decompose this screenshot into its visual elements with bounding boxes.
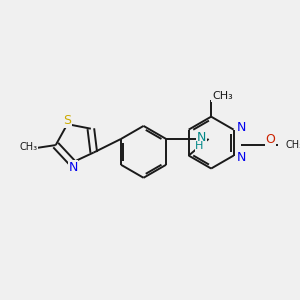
Text: O: O [266,133,275,146]
Text: CH₃: CH₃ [212,91,232,101]
Text: S: S [63,114,71,127]
Text: N: N [196,131,206,145]
Text: N: N [236,151,246,164]
Text: CH₃: CH₃ [20,142,38,152]
Text: N: N [236,121,246,134]
Text: CH₃: CH₃ [285,140,300,150]
Text: N: N [68,161,78,174]
Text: H: H [195,141,203,151]
